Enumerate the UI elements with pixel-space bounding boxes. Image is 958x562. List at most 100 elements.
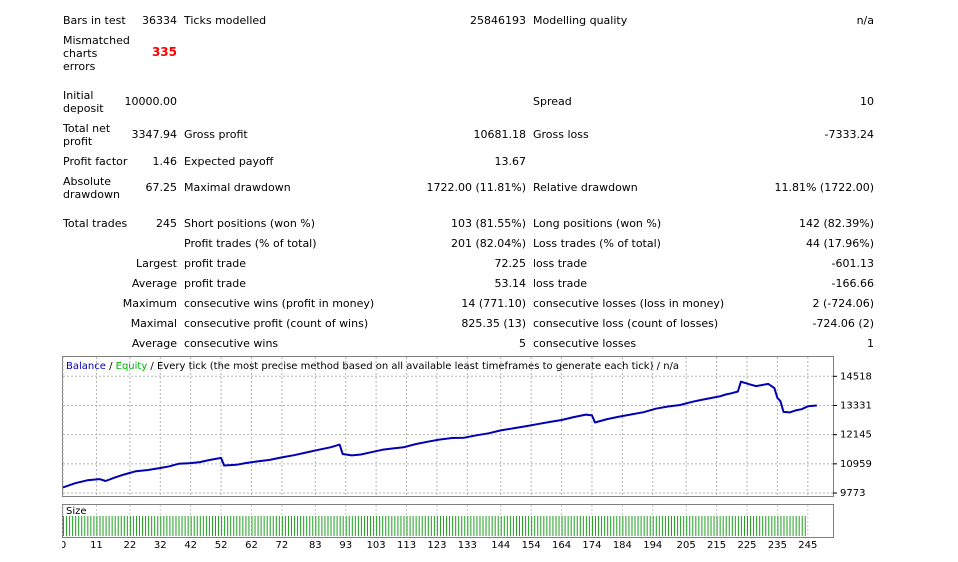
modelling-quality-value: n/a	[856, 14, 874, 27]
spread-value: 10	[860, 95, 874, 108]
profit-factor-value: 1.46	[152, 155, 178, 168]
x-axis-ticks: 0 11 22 32 42 52 62 72 83 93 103 113 123 133 144 154 164…	[62, 540, 817, 551]
gross-profit-label: Gross profit	[184, 128, 248, 141]
maximal-label: Maximal	[130, 317, 177, 330]
size-bars	[63, 516, 806, 536]
x-tick-label: 194	[643, 540, 662, 551]
avg-consecutive-wins-label: consecutive wins	[184, 337, 279, 350]
y-axis-ticks: 14518 13331 12145 10959 9773	[833, 371, 872, 499]
size-label: Size	[66, 506, 87, 517]
total-trades-value: 245	[156, 217, 177, 230]
gross-profit-value: 10681.18	[473, 128, 527, 141]
gross-loss-label: Gross loss	[533, 128, 589, 141]
profit-trades-label: Profit trades (% of total)	[184, 237, 317, 250]
average-consecutive-label: Average	[131, 337, 177, 350]
y-tick-label: 9773	[840, 488, 865, 499]
mismatched-label-2: charts	[63, 47, 98, 60]
avg-consecutive-losses-value: 1	[867, 337, 874, 350]
absolute-drawdown-value: 67.25	[145, 181, 178, 194]
chart-plot-frame	[62, 356, 834, 497]
chart-title: Balance / Equity / Every tick (the most …	[66, 361, 679, 372]
maximal-drawdown-label: Maximal drawdown	[184, 181, 291, 194]
x-tick-label: 22	[124, 540, 137, 551]
largest-loss-value: -601.13	[831, 257, 874, 270]
largest-loss-label: loss trade	[533, 257, 588, 270]
gross-loss-value: -7333.24	[824, 128, 874, 141]
y-tick-label: 10959	[840, 459, 872, 470]
loss-trades-label: Loss trades (% of total)	[533, 237, 661, 250]
largest-profit-value: 72.25	[494, 257, 527, 270]
average-profit-value: 53.14	[494, 277, 527, 290]
total-net-profit-label-1: Total net	[63, 122, 111, 135]
long-positions-label: Long positions (won %)	[533, 217, 662, 230]
expected-payoff-value: 13.67	[494, 155, 527, 168]
initial-deposit-label-2: deposit	[63, 102, 104, 115]
x-tick-label: 72	[276, 540, 289, 551]
bars-in-test-value: 36334	[142, 14, 177, 27]
initial-deposit-label-1: Initial	[63, 89, 94, 102]
average-loss-label: loss trade	[533, 277, 588, 290]
relative-drawdown-value: 11.81% (1722.00)	[774, 181, 874, 194]
x-tick-label: 164	[552, 540, 571, 551]
mismatched-label-3: errors	[63, 60, 96, 73]
maximal-consecutive-profit-value: 825.35 (13)	[461, 317, 526, 330]
y-tick-label: 13331	[840, 401, 872, 412]
x-tick-label: 205	[677, 540, 696, 551]
x-tick-label: 184	[613, 540, 632, 551]
profit-factor-label: Profit factor	[63, 155, 128, 168]
legend-rest: / Every tick (the most precise method ba…	[147, 361, 679, 372]
total-trades-label: Total trades	[63, 217, 128, 230]
largest-profit-label: profit trade	[184, 257, 247, 270]
x-tick-label: 113	[397, 540, 416, 551]
y-tick-label: 12145	[840, 430, 872, 441]
mismatched-value: 335	[151, 45, 177, 59]
max-consecutive-losses-label: consecutive losses (loss in money)	[533, 297, 725, 310]
x-tick-label: 174	[582, 540, 601, 551]
expected-payoff-label: Expected payoff	[184, 155, 274, 168]
x-tick-label: 52	[215, 540, 228, 551]
average-label: Average	[131, 277, 177, 290]
absolute-drawdown-label-1: Absolute	[63, 175, 112, 188]
max-consecutive-wins-value: 14 (771.10)	[461, 297, 526, 310]
size-panel-frame	[62, 504, 834, 538]
legend-equity: Equity	[116, 361, 148, 372]
relative-drawdown-label: Relative drawdown	[533, 181, 638, 194]
absolute-drawdown-label-2: drawdown	[63, 188, 120, 201]
total-net-profit-label-2: profit	[63, 135, 93, 148]
x-tick-label: 215	[707, 540, 726, 551]
max-consecutive-losses-value: 2 (-724.06)	[812, 297, 874, 310]
spread-label: Spread	[533, 95, 572, 108]
x-tick-label: 245	[798, 540, 817, 551]
profit-trades-value: 201 (82.04%)	[450, 237, 526, 250]
maximal-consecutive-loss-value: -724.06 (2)	[812, 317, 874, 330]
maximum-label: Maximum	[122, 297, 177, 310]
balance-line	[62, 380, 817, 489]
x-tick-label: 154	[522, 540, 541, 551]
x-tick-label: 83	[309, 540, 322, 551]
largest-label: Largest	[136, 257, 177, 270]
maximal-consecutive-loss-label: consecutive loss (count of losses)	[533, 317, 719, 330]
modelling-quality-label: Modelling quality	[533, 14, 628, 27]
x-tick-label: 62	[245, 540, 258, 551]
legend-balance: Balance	[66, 361, 106, 372]
ticks-modelled-label: Ticks modelled	[184, 14, 267, 27]
average-profit-label: profit trade	[184, 277, 247, 290]
ticks-modelled-value: 25846193	[470, 14, 526, 27]
loss-trades-value: 44 (17.96%)	[805, 237, 874, 250]
avg-consecutive-wins-value: 5	[519, 337, 526, 350]
balance-chart: Balance / Equity / Every tick (the most …	[62, 356, 872, 551]
x-tick-label: 93	[339, 540, 352, 551]
bars-in-test-label: Bars in test	[63, 14, 126, 27]
x-tick-label: 32	[154, 540, 167, 551]
short-positions-label: Short positions (won %)	[184, 217, 316, 230]
short-positions-value: 103 (81.55%)	[450, 217, 526, 230]
x-tick-label: 42	[184, 540, 197, 551]
x-tick-label: 133	[458, 540, 477, 551]
average-loss-value: -166.66	[831, 277, 874, 290]
max-consecutive-wins-label: consecutive wins (profit in money)	[184, 297, 375, 310]
x-tick-label: 235	[768, 540, 787, 551]
maximal-consecutive-profit-label: consecutive profit (count of wins)	[184, 317, 369, 330]
x-tick-label: 103	[367, 540, 386, 551]
maximal-drawdown-value: 1722.00 (11.81%)	[426, 181, 526, 194]
y-tick-label: 14518	[840, 371, 872, 382]
